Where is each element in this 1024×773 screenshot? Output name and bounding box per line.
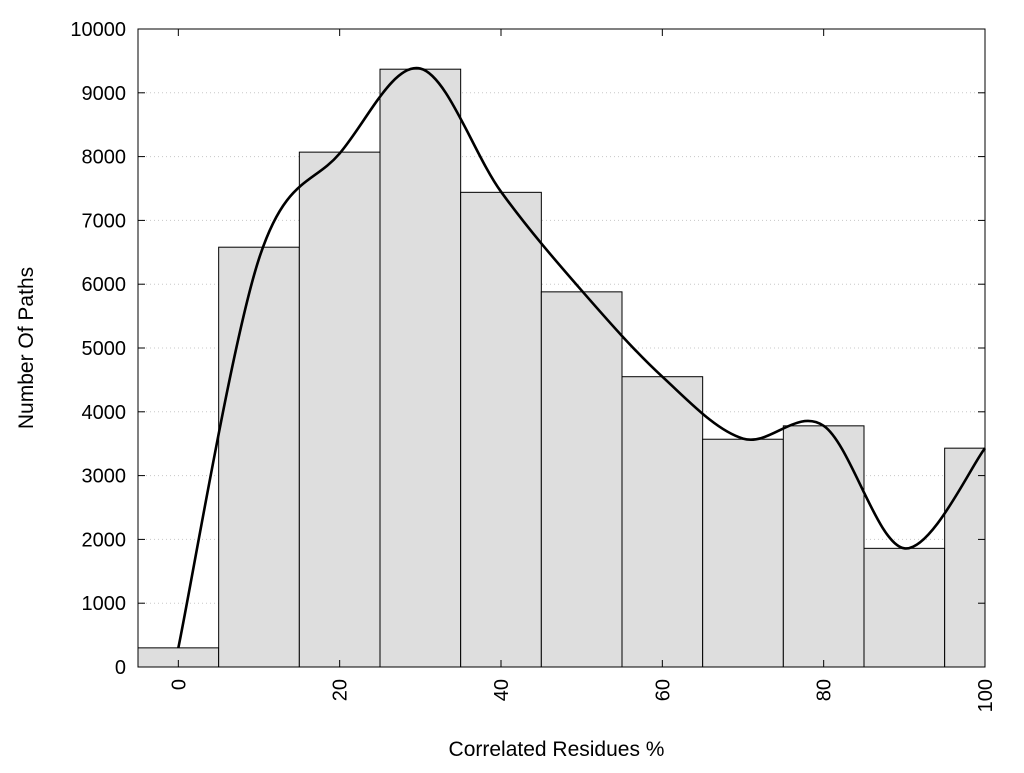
- histogram-bar: [460, 191, 542, 668]
- histogram-bar: [944, 447, 986, 668]
- y-tick-label: 5000: [82, 338, 127, 360]
- y-tick-label: 8000: [82, 147, 127, 169]
- y-tick-label: 9000: [82, 83, 127, 105]
- y-tick-label: 0: [115, 657, 126, 679]
- x-tick-label: 60: [652, 679, 674, 701]
- x-tick-label: 40: [491, 679, 513, 701]
- smoothed-curve: [177, 66, 987, 649]
- x-tick-label: 100: [975, 679, 997, 712]
- x-tick-label: 80: [814, 679, 836, 701]
- y-axis-ticks: 0 1000 2000 3000 4000 5000 6000 7000 8000 9000 100…: [70, 19, 985, 679]
- y-axis-title: Number Of Paths: [15, 267, 38, 429]
- histogram-bar: [702, 438, 784, 668]
- y-tick-label: 3000: [82, 466, 127, 488]
- smoothed-curve-line: [177, 66, 987, 649]
- histogram-bar: [540, 291, 623, 668]
- histogram-bar: [379, 68, 462, 668]
- histogram-bar: [782, 425, 865, 668]
- histogram-bar: [218, 246, 300, 668]
- histogram-bar: [863, 547, 946, 668]
- y-tick-label: 10000: [70, 19, 126, 41]
- y-tick-label: 1000: [82, 593, 127, 615]
- histogram-bar: [621, 376, 704, 668]
- histogram-bar: [298, 151, 381, 668]
- x-axis-title: Correlated Residues %: [449, 738, 665, 761]
- y-tick-label: 7000: [82, 210, 127, 232]
- y-tick-label: 2000: [82, 529, 127, 551]
- x-tick-label: 0: [168, 679, 190, 690]
- y-tick-label: 4000: [82, 402, 127, 424]
- histogram-bars: [137, 68, 986, 668]
- x-axis-ticks: 0 20 40 60 80 100: [168, 29, 997, 712]
- y-tick-label: 6000: [82, 274, 127, 296]
- x-tick-label: 20: [330, 679, 352, 701]
